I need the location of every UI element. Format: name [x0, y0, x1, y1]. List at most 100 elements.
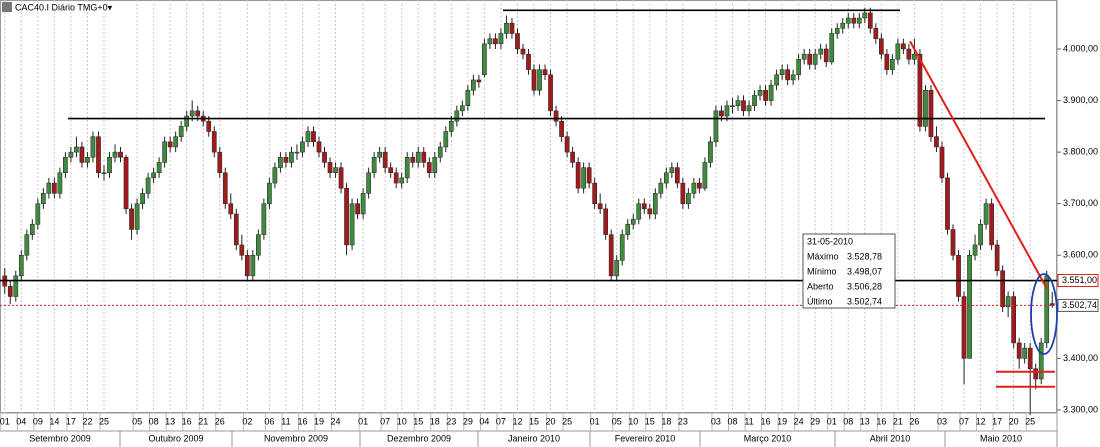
candle-body: [652, 193, 658, 215]
x-tick-label: 08: [843, 416, 853, 426]
candle-body: [735, 100, 741, 106]
candle-body: [608, 234, 614, 277]
candle-body: [24, 234, 30, 256]
x-tick-label: 16: [182, 416, 192, 426]
candle-body: [52, 182, 57, 194]
month-label: Dezembro 2009: [387, 433, 451, 443]
tooltip-key: Último: [807, 296, 833, 306]
candle-body: [388, 167, 394, 173]
candle-body: [890, 59, 895, 70]
x-tick-label: 16: [876, 416, 886, 426]
candle-body: [658, 182, 664, 194]
candle-body: [961, 296, 967, 359]
x-tick-label: 08: [727, 416, 737, 426]
candle-body: [917, 53, 923, 127]
candle-body: [553, 110, 559, 122]
candle-body: [581, 167, 586, 189]
candle-body: [443, 131, 449, 148]
candle-body: [426, 162, 432, 173]
candle-body: [322, 151, 327, 163]
price-label-box: [1057, 274, 1099, 288]
month-label: Janeiro 2010: [508, 433, 560, 443]
y-tick-label: 3.400,00: [1063, 353, 1098, 363]
month-label: Fevereiro 2010: [615, 433, 676, 443]
candle-body: [641, 203, 647, 210]
tooltip-key: Mínimo: [807, 266, 837, 276]
x-tick-label: 02: [242, 416, 252, 426]
y-tick-label: 3.800,00: [1063, 146, 1098, 156]
x-tick-label: 13: [165, 416, 175, 426]
candle-body: [305, 131, 311, 143]
price-label: 3.551,00: [1062, 275, 1097, 285]
candle-body: [267, 182, 272, 204]
x-tick-label: 03: [937, 416, 947, 426]
candle-body: [377, 151, 382, 158]
tooltip-value: 3.528,78: [847, 251, 882, 261]
candle-body: [57, 172, 63, 194]
candle-body: [763, 89, 768, 101]
candle-body: [812, 53, 818, 65]
candle-body: [1022, 347, 1028, 359]
tooltip-value: 3.502,74: [847, 296, 882, 306]
candle-body: [537, 69, 542, 91]
candle-body: [29, 224, 35, 235]
candle-body: [222, 172, 228, 204]
x-tick-label: 17: [992, 416, 1002, 426]
candle-body: [178, 126, 184, 137]
candle-body: [884, 53, 890, 70]
candle-body: [901, 43, 906, 50]
candle-body: [107, 157, 112, 173]
candle-body: [774, 74, 779, 86]
month-label: Outubro 2009: [148, 433, 203, 443]
candle-body: [719, 110, 724, 117]
candle-body: [487, 38, 493, 45]
candle-body: [630, 218, 636, 225]
candle-body: [167, 141, 173, 148]
candle-body: [647, 208, 653, 215]
candle-body: [956, 255, 961, 297]
candle-body: [823, 48, 829, 63]
candle-body: [614, 260, 620, 277]
candle-body: [382, 151, 388, 168]
price-label-box: [1057, 298, 1099, 312]
candle-body: [300, 141, 305, 153]
trend-line: [909, 40, 1048, 290]
candle-body: [7, 285, 13, 297]
candle-body: [878, 38, 884, 55]
x-tick-label: 07: [959, 416, 969, 426]
candle-body: [360, 193, 366, 215]
x-tick-label: 16: [297, 416, 307, 426]
candle-body: [669, 167, 675, 173]
candle-body: [195, 110, 201, 117]
candle-body: [74, 146, 79, 153]
candle-body: [261, 203, 267, 235]
x-tick-label: 04: [16, 416, 26, 426]
x-tick-label: 15: [413, 416, 423, 426]
x-tick-label: 18: [661, 416, 671, 426]
candle-body: [730, 105, 735, 107]
candle-body: [989, 203, 994, 246]
x-tick-label: 26: [215, 416, 225, 426]
candle-body: [994, 244, 1000, 271]
candle-body: [256, 234, 261, 256]
candle-body: [140, 193, 145, 204]
candle-body: [493, 38, 498, 45]
candle-body: [118, 151, 123, 158]
candle-body: [675, 167, 680, 184]
x-tick-label: 08: [149, 416, 159, 426]
candle-body: [217, 151, 223, 173]
candle-body: [228, 203, 234, 215]
x-tick-label: 20: [1009, 416, 1019, 426]
candle-body: [437, 146, 443, 158]
x-tick-label: 24: [794, 416, 804, 426]
candle-body: [923, 89, 928, 127]
tooltip: 31-05-2010 Máximo 3.528,78 Mínimo 3.498,07 Ab…: [802, 233, 896, 309]
candle-body: [592, 182, 598, 204]
candle-body: [85, 157, 90, 163]
candle-body: [829, 33, 835, 63]
candle-body: [162, 141, 167, 163]
candle-body: [244, 255, 250, 277]
candle-body: [123, 157, 129, 210]
candle-body: [134, 203, 140, 230]
candle-body: [873, 28, 879, 39]
